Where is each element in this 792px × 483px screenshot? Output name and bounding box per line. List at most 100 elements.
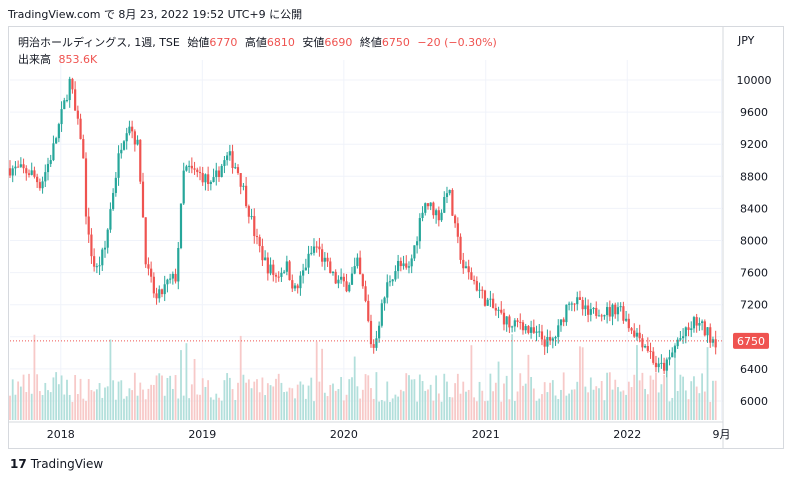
- candle-body: [388, 281, 392, 283]
- candle-body: [584, 305, 587, 310]
- volume-bar: [372, 398, 375, 420]
- volume-bar: [288, 387, 291, 420]
- candle-body: [459, 236, 462, 260]
- candle-body: [386, 282, 389, 298]
- volume-bar: [402, 391, 405, 420]
- volume-bar: [28, 373, 30, 420]
- candle-body: [323, 257, 326, 262]
- candle-body: [261, 246, 264, 261]
- candle-body: [310, 252, 313, 254]
- candle-body: [264, 257, 267, 261]
- volume-bar: [459, 393, 462, 420]
- candle-body: [364, 286, 367, 301]
- volume-bar: [147, 388, 150, 420]
- volume-bar: [47, 390, 49, 420]
- volume-bar: [546, 392, 549, 420]
- volume-bar: [671, 397, 674, 420]
- candle-body: [190, 165, 193, 169]
- candle-body: [277, 276, 280, 278]
- volume-legend: 出来高 853.6K: [18, 51, 97, 67]
- volume-bar: [93, 391, 96, 420]
- volume-bar: [513, 400, 516, 420]
- volume-bar: [163, 395, 166, 420]
- candle-body: [337, 279, 340, 284]
- volume-bar: [90, 390, 93, 420]
- volume-bar: [619, 391, 622, 420]
- candle-body: [250, 216, 253, 218]
- candle-body: [587, 305, 590, 315]
- volume-bar: [60, 375, 63, 420]
- candle-body: [456, 223, 459, 237]
- candle-body: [421, 212, 424, 219]
- volume-bar: [397, 396, 400, 420]
- volume-bar: [712, 380, 714, 420]
- volume-bar: [535, 400, 538, 420]
- volume-bar: [470, 345, 473, 420]
- candle-body: [391, 279, 394, 282]
- candle-body: [79, 118, 82, 140]
- volume-bar: [57, 384, 60, 420]
- footer-brand[interactable]: 17 TradingView: [10, 457, 103, 471]
- open-label: 始値: [187, 36, 210, 49]
- candle-body: [630, 328, 633, 331]
- candle-body: [619, 306, 622, 308]
- candle-body: [258, 237, 261, 247]
- volume-label: 出来高: [18, 53, 51, 66]
- volume-bar: [66, 379, 68, 420]
- volume-bar: [714, 380, 717, 420]
- volume-bar: [543, 382, 546, 420]
- volume-bar: [608, 372, 611, 420]
- volume-bar: [269, 385, 272, 420]
- candle-body: [212, 177, 215, 182]
- volume-bar: [353, 356, 356, 420]
- candle-body: [285, 261, 288, 272]
- volume-bar: [231, 389, 234, 420]
- candle-body: [223, 160, 226, 166]
- candle-body: [600, 315, 603, 317]
- volume-bar: [87, 379, 90, 420]
- volume-bar: [155, 375, 158, 420]
- volume-bar: [212, 399, 215, 420]
- candle-body: [690, 328, 693, 330]
- volume-bar: [584, 386, 587, 420]
- volume-bar: [530, 376, 533, 420]
- volume-bar: [234, 400, 237, 420]
- candle-body: [302, 270, 305, 276]
- candle-body: [98, 265, 101, 267]
- change-value: −20 (−0.30%): [417, 36, 497, 49]
- y-tick-label: 8000: [740, 235, 768, 248]
- volume-bar: [299, 381, 302, 420]
- candle-body: [25, 168, 28, 174]
- volume-bar: [541, 394, 543, 420]
- volume-bar: [74, 374, 77, 420]
- brand-label: TradingView: [30, 457, 104, 471]
- volume-bar: [169, 375, 172, 420]
- volume-bar: [44, 382, 47, 420]
- candle-body: [253, 216, 256, 237]
- volume-bar: [356, 386, 359, 420]
- volume-bar: [435, 375, 438, 420]
- candle-body: [87, 216, 90, 235]
- candle-body: [709, 327, 712, 343]
- volume-bar: [71, 401, 74, 420]
- volume-bar: [185, 343, 188, 420]
- volume-bar: [332, 383, 334, 420]
- last-price-tag: [733, 332, 769, 349]
- low-value: 6690: [324, 36, 353, 49]
- candle-body: [247, 206, 250, 217]
- candle-body: [46, 163, 50, 173]
- candle-body: [158, 289, 161, 299]
- chart-frame: [8, 26, 784, 449]
- volume-bar: [587, 392, 590, 420]
- volume-bar: [209, 397, 212, 420]
- volume-bar: [321, 348, 324, 420]
- candle-body: [272, 264, 275, 275]
- volume-bar: [180, 350, 182, 420]
- volume-bar: [285, 391, 288, 420]
- candle-body: [513, 320, 516, 327]
- candle-body: [288, 261, 291, 281]
- volume-bar: [161, 375, 163, 420]
- volume-bar: [646, 394, 649, 420]
- candle-body: [19, 164, 22, 167]
